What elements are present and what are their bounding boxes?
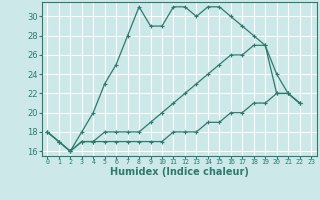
X-axis label: Humidex (Indice chaleur): Humidex (Indice chaleur) <box>110 167 249 177</box>
